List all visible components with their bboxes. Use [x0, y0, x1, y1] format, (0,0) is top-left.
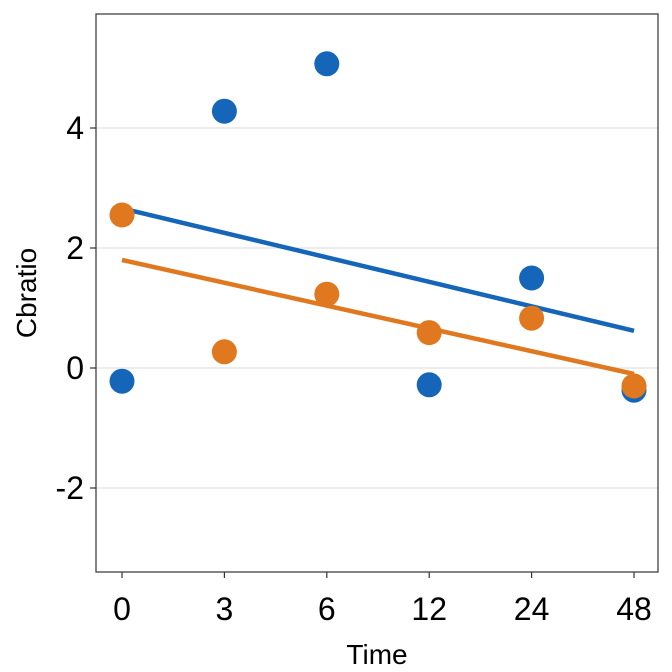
- data-point-series-2: [621, 373, 647, 399]
- trend-line-series-1: [121, 206, 635, 333]
- data-points: [109, 51, 647, 403]
- x-tick-label: 48: [616, 591, 652, 627]
- y-gridlines: [96, 127, 658, 489]
- x-axis: 0 3 6 12 24 48: [113, 572, 652, 627]
- y-axis: -2 0 2 4: [56, 110, 96, 506]
- data-point-series-1: [314, 51, 340, 77]
- x-tick-label: 6: [318, 591, 336, 627]
- data-point-series-1: [211, 98, 237, 124]
- y-axis-title: Cbratio: [11, 248, 42, 338]
- x-tick-label: 3: [216, 591, 234, 627]
- x-tick-label: 12: [411, 591, 447, 627]
- trend-line-series-2: [121, 257, 635, 377]
- x-tick-label: 24: [514, 591, 550, 627]
- trend-lines: [121, 206, 635, 377]
- data-point-series-2: [314, 281, 340, 307]
- data-point-series-1: [109, 368, 135, 394]
- y-tick-label: 2: [66, 230, 84, 266]
- data-point-series-1: [416, 372, 442, 398]
- data-point-series-2: [519, 305, 545, 331]
- data-point-series-1: [519, 265, 545, 291]
- y-tick-label: 0: [66, 350, 84, 386]
- y-tick-label: 4: [66, 110, 84, 146]
- y-tick-label: -2: [56, 470, 84, 506]
- x-tick-label: 0: [113, 591, 131, 627]
- x-axis-title: Time: [346, 639, 407, 670]
- data-point-series-2: [211, 339, 237, 365]
- data-point-series-2: [416, 320, 442, 346]
- data-point-series-2: [109, 202, 135, 228]
- plot-panel-border: [95, 13, 659, 573]
